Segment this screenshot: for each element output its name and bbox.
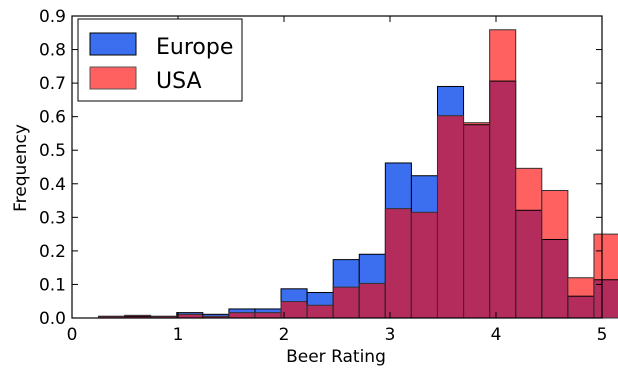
histogram-bar-overlap [124,316,151,318]
y-tick-label: 0.8 [39,41,66,61]
histogram-bar-overlap [307,305,334,318]
histogram-bar [254,308,282,313]
plot-frame [71,15,603,319]
histogram-bar [541,190,568,240]
histogram-bar-overlap [437,115,464,318]
legend-label-usa: USA [156,69,202,94]
histogram-bar [124,315,151,317]
x-tick-label: 2 [279,325,290,345]
histogram-bar [437,86,464,116]
legend: Europe USA [77,18,243,102]
histogram-bar-overlap [411,212,438,318]
x-tick-label: 0 [67,325,78,345]
histogram-bar [228,308,255,313]
y-tick-label: 0.4 [39,175,66,195]
histogram-bar-overlap [515,210,542,318]
histogram-bar [515,168,542,211]
histogram-bar [307,292,334,306]
histogram-bar [359,254,386,284]
histogram-bar-overlap [359,283,386,318]
y-axis-label: Frequency [11,124,31,212]
histogram-bar [333,259,360,288]
histogram-bar [593,234,618,280]
legend-swatch-europe [89,32,137,56]
histogram-bar-overlap [202,316,229,318]
axes: 0 1 2 3 4 5 0.0 0.1 0.2 0.3 0.4 0.5 0.6 0.7 0.8 0.9 [39,7,607,345]
y-tick-label: 0.9 [39,7,66,27]
histogram-bar-overlap [150,316,177,318]
y-tick-label: 0.0 [39,309,66,329]
plot-area [98,29,618,319]
x-tick-label: 5 [597,325,608,345]
histogram-bar [385,162,412,209]
histogram-bar [202,314,229,317]
histogram-bar [411,175,438,213]
y-tick-label: 0.6 [39,108,66,128]
histogram-bar [567,277,594,297]
histogram-bar-overlap [541,239,568,318]
histogram-bar-overlap [567,296,594,318]
legend-swatch-usa [89,66,137,90]
y-tick-label: 0.5 [39,141,66,161]
y-tick-label: 0.2 [39,242,66,262]
histogram-bar-overlap [254,312,282,318]
histogram-bar-overlap [489,81,516,318]
histogram-bar-overlap [176,314,203,318]
x-tick-label: 1 [173,325,184,345]
bar-outline-usa [593,233,618,319]
x-tick-label: 4 [491,325,502,345]
histogram-bar [463,122,490,125]
y-tick-label: 0.1 [39,275,66,295]
x-axis-label: Beer Rating [286,347,386,367]
histogram-bar [176,312,203,315]
histogram-bar-overlap [281,301,308,318]
histogram-bar-overlap [98,316,125,318]
histogram-bar-overlap [228,312,255,318]
y-tick-label: 0.7 [39,74,66,94]
legend-label-europe: Europe [156,35,233,60]
histogram-bar [489,29,516,82]
x-tick-label: 3 [385,325,396,345]
histogram-bar-overlap [463,124,490,318]
y-tick-label: 0.3 [39,208,66,228]
histogram-bar-overlap [385,208,412,318]
histogram-bar-overlap [333,287,360,318]
histogram-bar [281,288,308,302]
histogram-bar-overlap [593,279,618,318]
